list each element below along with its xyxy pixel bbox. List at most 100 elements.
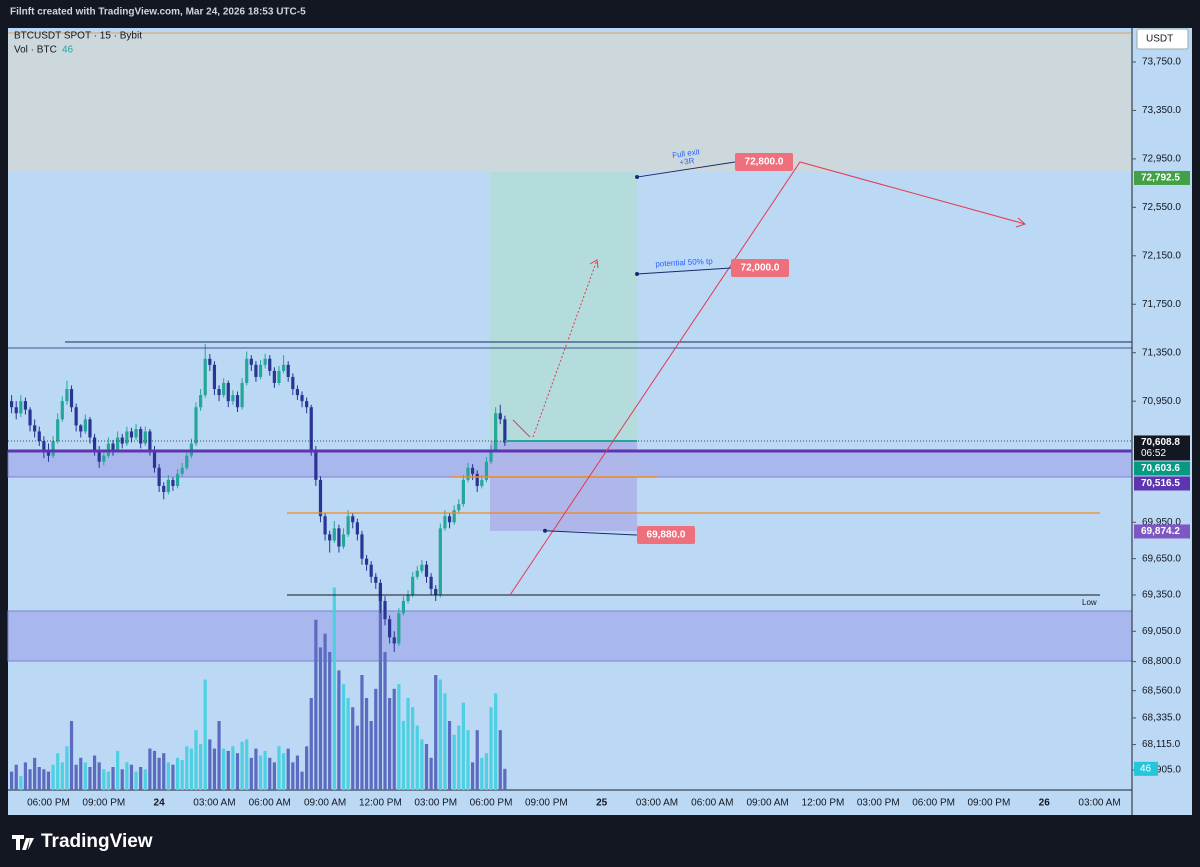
candle-body [42, 441, 46, 450]
callout-label: 72,000.0 [741, 263, 780, 274]
volume-bar [411, 707, 415, 790]
y-tick-label: 69,950.0 [1142, 517, 1181, 528]
x-tick-label: 09:00 PM [82, 798, 125, 809]
volume-bar [415, 725, 419, 790]
candle-body [397, 613, 401, 644]
candle-body [291, 376, 295, 390]
callout-anchor [635, 175, 639, 180]
y-tick-label: 72,550.0 [1142, 202, 1181, 213]
volume-bar [60, 762, 64, 790]
y-tick-label: 67,905.0 [1142, 765, 1181, 776]
candle-body [429, 576, 433, 589]
volume-bar [37, 767, 41, 790]
candle-body [489, 449, 493, 462]
candle-body [14, 407, 18, 414]
x-tick-label: 26 [1039, 798, 1051, 809]
candle-body [152, 449, 157, 468]
candle-body [364, 558, 369, 565]
low-label: Low [1082, 598, 1097, 607]
candle-body [411, 576, 415, 595]
callout-line [636, 267, 732, 275]
volume-value: 46 [62, 45, 74, 56]
logo-icon [12, 835, 34, 850]
y-tick-label: 70,950.0 [1142, 396, 1181, 407]
candle-body [217, 389, 221, 396]
x-tick-label: 06:00 AM [691, 798, 733, 809]
candle-body [305, 401, 309, 408]
volume-bar [328, 652, 332, 790]
candle-body [475, 473, 479, 486]
candle-body [28, 409, 32, 426]
candle-body [360, 534, 364, 559]
volume-bar [254, 748, 258, 790]
y-tick-label: 68,560.0 [1142, 685, 1181, 696]
volume-bar [258, 755, 263, 790]
x-tick-label: 12:00 PM [802, 798, 845, 809]
volume-bar [231, 746, 235, 790]
candle-body [56, 419, 60, 442]
candle-body [263, 358, 267, 365]
callout-box [637, 526, 695, 544]
volume-bar [494, 693, 498, 790]
arrow-head [589, 259, 599, 269]
candle-body [226, 382, 230, 402]
price-label-box [1134, 170, 1190, 185]
volume-bar [484, 753, 489, 790]
x-tick-label: 03:00 PM [414, 798, 457, 809]
volume-bar [318, 647, 323, 790]
candle-body [258, 364, 263, 377]
callout-box [735, 153, 793, 171]
volume-bar [295, 755, 300, 790]
price-label: 72,792.5 [1141, 173, 1180, 184]
volume-bar [323, 633, 327, 790]
volume-bar [374, 688, 378, 790]
volume-bar [217, 721, 221, 790]
candle-body [300, 395, 304, 402]
volume-bar [203, 679, 207, 790]
volume-bar [235, 753, 240, 790]
volume-bar [424, 744, 429, 790]
candle-body [466, 467, 470, 480]
volume-bar [129, 764, 134, 790]
y-tick-label: 68,335.0 [1142, 713, 1181, 724]
x-tick-label: 25 [596, 798, 608, 809]
candle-body [175, 473, 180, 486]
candle-body [374, 576, 378, 583]
candle-body [388, 619, 392, 638]
price-label: 70,608.8 [1141, 437, 1180, 448]
volume-bar [189, 748, 193, 790]
volume-bar [429, 757, 433, 790]
volume-bar [162, 753, 166, 790]
callout-label: 69,880.0 [647, 530, 686, 541]
candle-body [10, 401, 14, 408]
annotation: potential 50% tp [655, 257, 713, 269]
x-tick-label: 09:00 PM [525, 798, 568, 809]
price-label-box [1134, 524, 1190, 539]
volume-bar [447, 721, 452, 790]
candle-body [231, 395, 235, 402]
candle-body [406, 594, 410, 602]
candle-body [111, 443, 115, 450]
candle-body [116, 437, 120, 450]
volume-bar [19, 776, 23, 790]
volume-bar [249, 757, 253, 790]
targets: 72,800.0 72,000.0 69,880.0 [543, 153, 793, 544]
volume-bar [111, 767, 115, 790]
candle-body [199, 395, 203, 408]
volume-bar [42, 769, 46, 790]
volume-bar [28, 769, 32, 790]
volume-bar [369, 721, 373, 790]
projection-path [509, 161, 1026, 596]
candle-body [125, 431, 129, 444]
volume-bar [277, 746, 281, 790]
candle-body [92, 437, 97, 450]
callout-line [636, 161, 736, 178]
candles [10, 344, 507, 790]
arrow-head [1015, 217, 1026, 228]
callout-box [731, 259, 789, 277]
volume-bar [332, 587, 336, 790]
candle-body [254, 364, 258, 377]
currency: USDT [1146, 34, 1173, 45]
volume-bar [222, 748, 226, 790]
volume-bar [383, 652, 387, 790]
